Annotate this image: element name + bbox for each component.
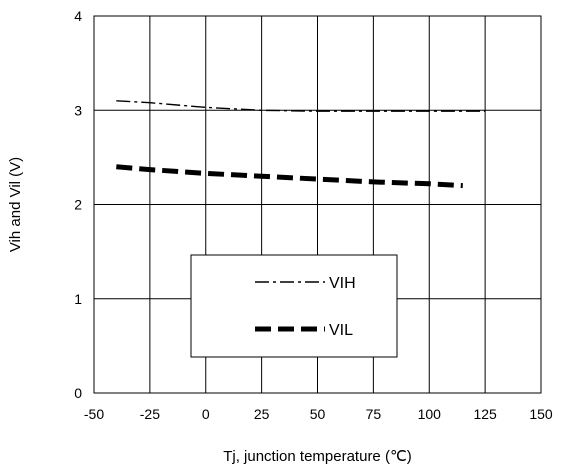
y-tick-label: 1: [74, 291, 82, 307]
x-tick-label: 0: [202, 406, 210, 422]
y-axis-label: Vih and Vil (V): [7, 157, 24, 252]
x-tick-label: 100: [418, 406, 442, 422]
y-tick-label: 3: [74, 102, 82, 118]
legend: VIH VIL: [190, 254, 398, 358]
plot-frame: [93, 15, 542, 394]
x-tick-labels: -50 -25 0 25 50 75 100 125 150: [84, 406, 553, 422]
series-line-vih: [116, 100, 486, 112]
x-tick-label: -25: [140, 406, 160, 422]
x-tick-label: 25: [254, 406, 270, 422]
grid-lines: [94, 16, 541, 393]
x-tick-label: 125: [473, 406, 497, 422]
x-axis-label: Tj, junction temperature (℃): [223, 448, 412, 465]
legend-label-vih: VIH: [329, 275, 356, 292]
y-tick-label: 2: [74, 197, 82, 213]
series-layer: [116, 100, 486, 189]
series-line-vil: [116, 164, 463, 189]
x-tick-label: 150: [529, 406, 553, 422]
x-tick-label: 75: [366, 406, 382, 422]
legend-label-vil: VIL: [329, 322, 353, 339]
y-tick-label: 4: [74, 8, 82, 24]
y-tick-label: 0: [74, 385, 82, 401]
x-tick-label: -50: [84, 406, 104, 422]
legend-box: [190, 254, 398, 358]
y-tick-labels: 0 1 2 3 4: [74, 8, 82, 401]
x-tick-label: 50: [310, 406, 326, 422]
